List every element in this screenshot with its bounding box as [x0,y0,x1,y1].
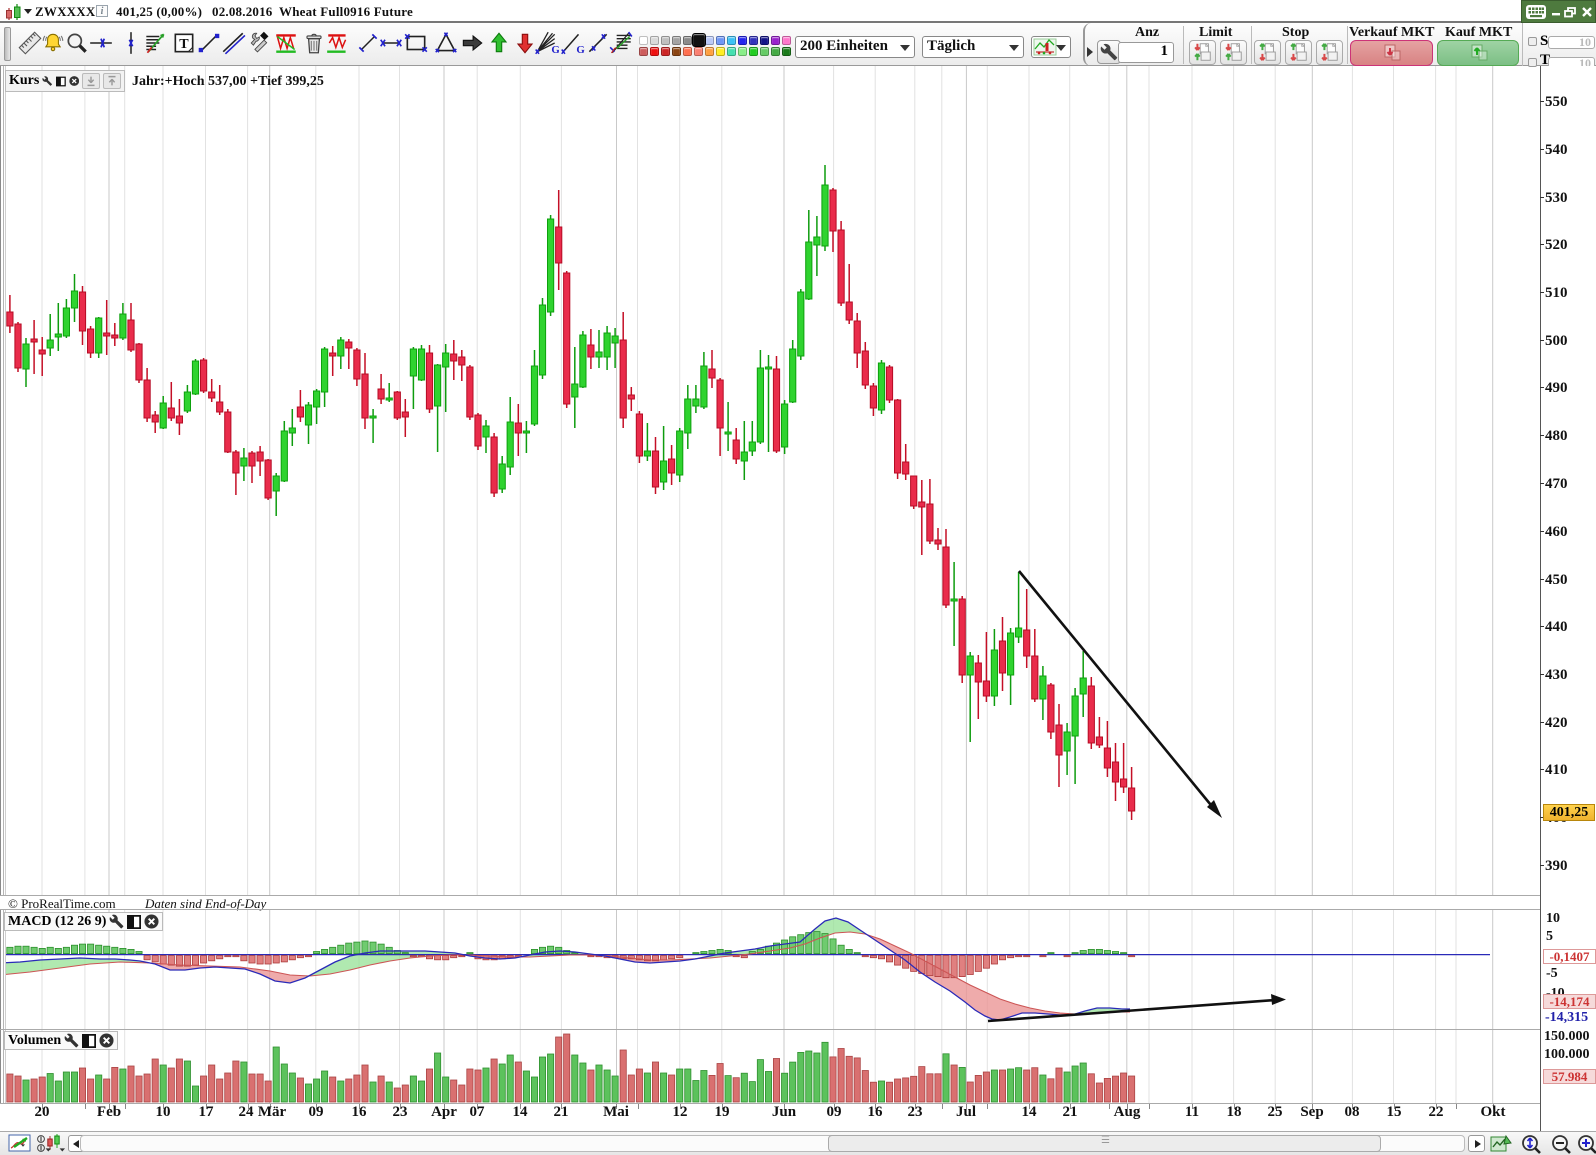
svg-text:G: G [551,44,559,56]
svg-text:T: T [179,36,189,52]
svg-text:G: G [576,44,585,56]
